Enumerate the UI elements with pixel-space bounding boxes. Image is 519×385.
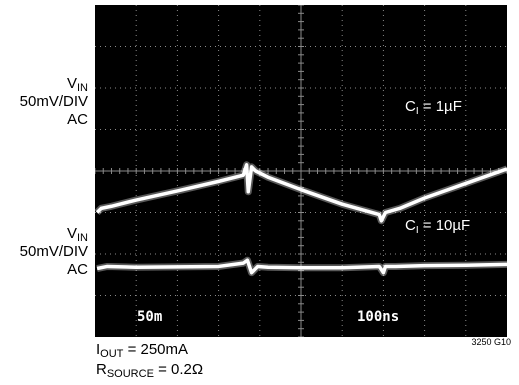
lower-trace-quantity: VIN [66, 225, 88, 244]
upper-trace-axis-label: VIN 50mV/DIV AC [20, 75, 88, 129]
series-label-1uf: CI = 1µF [405, 98, 462, 117]
upper-trace-quantity: VIN [66, 75, 88, 94]
series-label-10uf: CI = 10µF [405, 217, 471, 236]
vertical-scale-readout: 50m [137, 309, 163, 325]
graticule [95, 5, 507, 337]
upper-trace-scale: 50mV/DIV [19, 93, 88, 110]
timebase-readout: 100ns [357, 309, 400, 325]
lower-trace-scale: 50mV/DIV [19, 243, 88, 260]
traces [95, 161, 507, 277]
figure-code: 3250 G10 [471, 337, 511, 347]
trace-ci-1uf [95, 163, 507, 223]
scope-plot [95, 5, 507, 337]
upper-trace-coupling: AC [67, 111, 88, 128]
source-resistance-condition: RSOURCE = 0.2Ω [96, 361, 204, 380]
trace-ci-10uf [96, 258, 507, 275]
lower-trace-coupling: AC [67, 261, 88, 278]
output-current-condition: IOUT = 250mA [96, 341, 189, 360]
oscilloscope-screen: CI = 1µF CI = 10µF 50m 100ns [95, 5, 507, 337]
lower-trace-axis-label: VIN 50mV/DIV AC [20, 225, 88, 279]
